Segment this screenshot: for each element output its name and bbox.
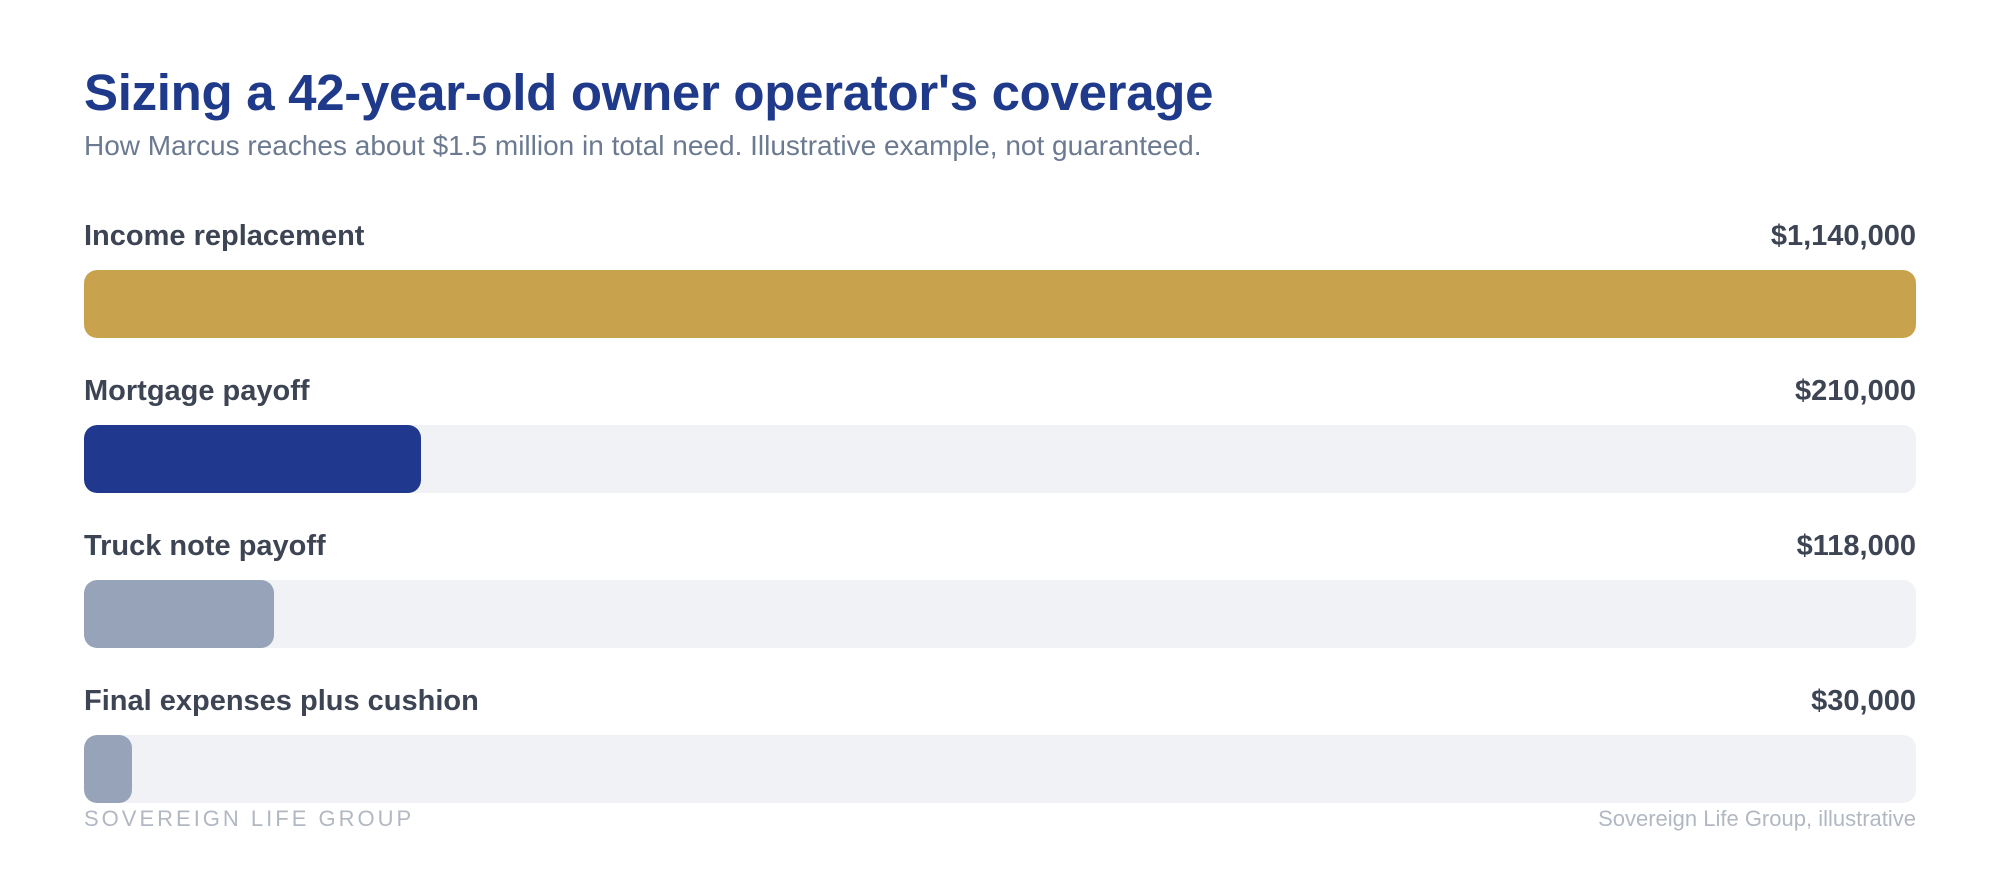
bar-track xyxy=(84,580,1916,648)
footer-brand: SOVEREIGN LIFE GROUP xyxy=(84,806,415,831)
chart-subtitle: How Marcus reaches about $1.5 million in… xyxy=(84,130,1202,161)
bar-label: Truck note payoff xyxy=(84,529,326,562)
bar-income-replacement xyxy=(84,270,1916,338)
footer-source: Sovereign Life Group, illustrative xyxy=(1598,806,1916,831)
chart-footer: SOVEREIGN LIFE GROUP Sovereign Life Grou… xyxy=(84,806,1916,832)
bar-label: Final expenses plus cushion xyxy=(84,684,479,717)
bar-rows: Income replacement $1,140,000 Mortgage p… xyxy=(84,214,1916,834)
bar-value-label: $30,000 xyxy=(1811,684,1916,717)
bar-row-truck-note-payoff: Truck note payoff $118,000 xyxy=(84,524,1916,679)
bar-row-income-replacement: Income replacement $1,140,000 xyxy=(84,214,1916,369)
bar-label: Income replacement xyxy=(84,219,365,252)
chart-title: Sizing a 42-year-old owner operator's co… xyxy=(84,64,1214,121)
chart-container: Sizing a 42-year-old owner operator's co… xyxy=(84,60,1916,834)
bar-row-header: Final expenses plus cushion $30,000 xyxy=(84,679,1916,723)
bar-truck-note-payoff xyxy=(84,580,274,648)
bar-final-expenses xyxy=(84,735,133,803)
bar-track xyxy=(84,735,1916,803)
bar-row-final-expenses: Final expenses plus cushion $30,000 xyxy=(84,679,1916,834)
bar-mortgage-payoff xyxy=(84,425,422,493)
bar-row-header: Truck note payoff $118,000 xyxy=(84,524,1916,568)
bar-track xyxy=(84,270,1916,338)
bar-row-mortgage-payoff: Mortgage payoff $210,000 xyxy=(84,369,1916,524)
bar-row-header: Mortgage payoff $210,000 xyxy=(84,369,1916,413)
bar-value-label: $210,000 xyxy=(1795,374,1916,407)
bar-label: Mortgage payoff xyxy=(84,374,310,407)
bar-value-label: $1,140,000 xyxy=(1770,219,1916,252)
bar-row-header: Income replacement $1,140,000 xyxy=(84,214,1916,258)
bar-track xyxy=(84,425,1916,493)
bar-value-label: $118,000 xyxy=(1796,529,1916,562)
